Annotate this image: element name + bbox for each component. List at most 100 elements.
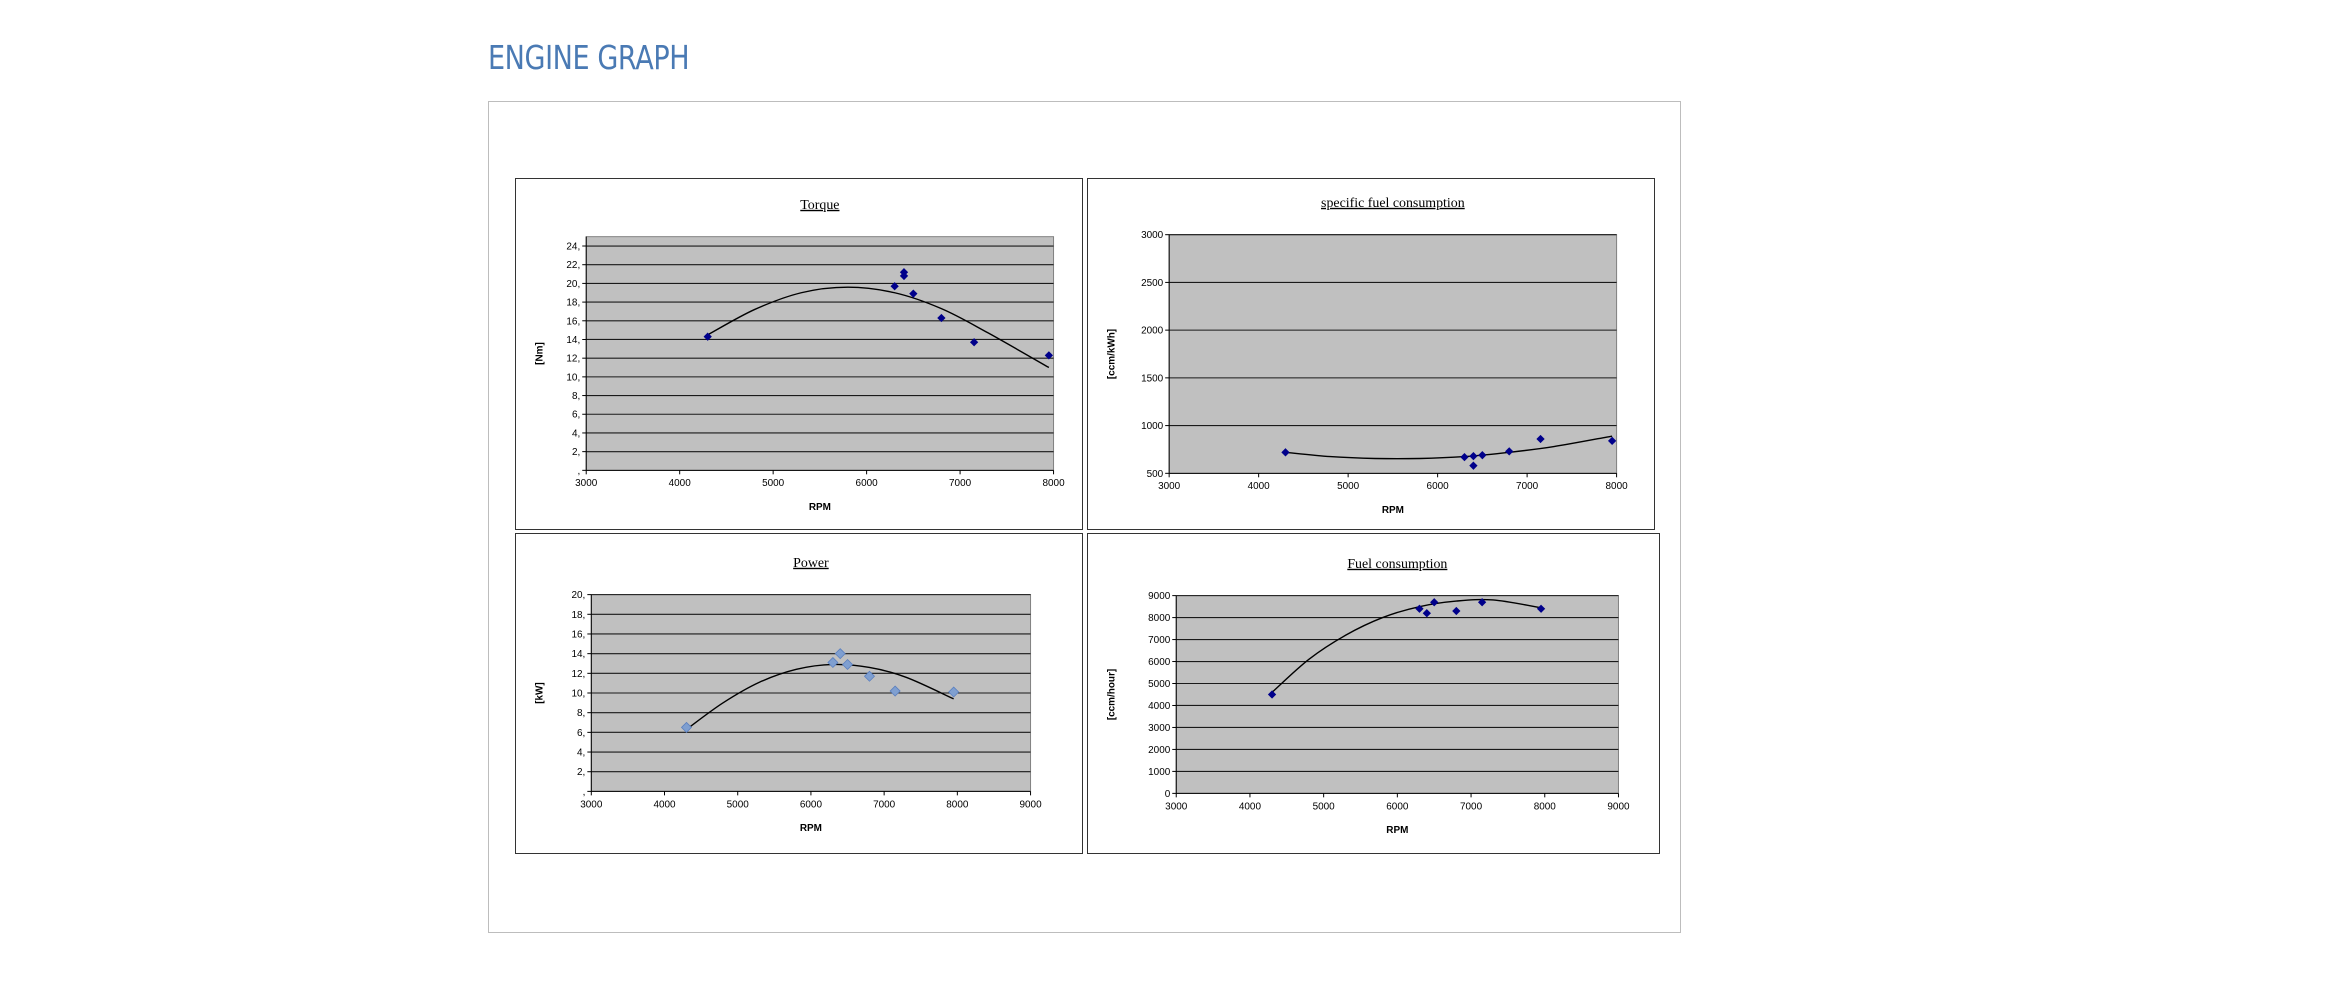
power-data-point <box>889 685 901 697</box>
torque-data-point <box>890 282 899 291</box>
power-chart-title: Power <box>793 556 829 571</box>
specific-fuel-consumption-y-tick-label: 3000 <box>1141 230 1164 241</box>
torque-y-tick-label: 6, <box>572 410 580 421</box>
torque-data-point <box>909 289 918 298</box>
power-y-tick-label: 2, <box>577 767 585 778</box>
fuel-consumption-y-tick-label: 8000 <box>1148 613 1171 624</box>
specific-fuel-consumption-data-point <box>1281 448 1290 457</box>
torque-y-tick-label: 18, <box>566 298 580 309</box>
torque-x-tick-label: 4000 <box>669 478 692 489</box>
specific-fuel-consumption-data-point <box>1607 436 1617 446</box>
torque-y-tick-label: 16, <box>566 316 580 327</box>
fuel-consumption-y-tick-label: 1000 <box>1148 767 1171 778</box>
power-x-tick-label: 4000 <box>653 799 676 810</box>
torque-x-tick-label: 8000 <box>1042 478 1065 489</box>
specific-fuel-consumption-trendline <box>1285 435 1613 460</box>
power-y-tick-label: 6, <box>577 728 585 739</box>
chart-panel-specific-fuel-consumption: 500 1000 1500 2000 2500 3000 3000 4000 5000 6000 7… <box>1087 178 1655 530</box>
power-y-tick-label: 18, <box>572 610 586 621</box>
specific-fuel-consumption-y-tick-label: 1000 <box>1141 421 1164 432</box>
fuel-consumption-y-tick-label: 3000 <box>1148 723 1171 734</box>
specific-fuel-consumption-plot-area <box>1168 234 1618 474</box>
torque-plot-area <box>585 236 1055 471</box>
chart-panel-fuel-consumption: 0 1000 2000 3000 4000 5000 6000 7000 8000 9000 300… <box>1087 533 1660 854</box>
fuel-consumption-x-tick-label: 5000 <box>1313 801 1336 812</box>
chart-panel-power: , 2, 4, 6, 8, 10, 12, 14, 16, 18, 20, 3000 4000 5000 6… <box>515 533 1083 854</box>
power-chart: , 2, 4, 6, 8, 10, 12, 14, 16, 18, 20, 3000 4000 5000 6… <box>535 556 1042 834</box>
fuel-consumption-x-tick-label: 8000 <box>1534 801 1557 812</box>
power-y-tick-label: 8, <box>577 708 585 719</box>
power-x-axis-label: RPM <box>800 823 822 834</box>
specific-fuel-consumption-x-axis-label: RPM <box>1382 505 1404 516</box>
fuel-consumption-data-point <box>1452 606 1461 616</box>
specific-fuel-consumption-chart-title: specific fuel consumption <box>1321 196 1465 211</box>
specific-fuel-consumption-data-point <box>1460 452 1469 462</box>
power-y-tick-label: 10, <box>572 688 586 699</box>
power-y-tick-label: 14, <box>572 649 586 660</box>
torque-trendline <box>707 286 1050 369</box>
specific-fuel-consumption-x-tick-label: 8000 <box>1606 481 1629 492</box>
specific-fuel-consumption-data-point <box>1536 434 1545 444</box>
fuel-consumption-data-point <box>1536 604 1546 613</box>
torque-y-tick-label: 22, <box>566 260 580 271</box>
torque-y-tick-label: 20, <box>566 279 580 290</box>
figure-frame: , 2, 4, 6, 8, 10, 12, 14, 16, 18, 20, 22, 24, 3000 400… <box>488 101 1681 933</box>
fuel-consumption-y-axis-label: [ccm/hour] <box>1107 669 1118 720</box>
fuel-consumption-x-tick-label: 4000 <box>1239 801 1262 812</box>
power-x-tick-label: 7000 <box>873 799 896 810</box>
fuel-consumption-x-tick-label: 6000 <box>1386 801 1409 812</box>
fuel-consumption-chart-title: Fuel consumption <box>1347 557 1447 572</box>
torque-data-point <box>937 313 946 323</box>
specific-fuel-consumption-chart: 500 1000 1500 2000 2500 3000 3000 4000 5000 6000 7… <box>1106 196 1629 516</box>
power-x-tick-label: 5000 <box>727 799 750 810</box>
torque-chart: , 2, 4, 6, 8, 10, 12, 14, 16, 18, 20, 22, 24, 3000 400… <box>534 198 1065 513</box>
torque-chart-title: Torque <box>800 198 839 213</box>
torque-x-tick-label: 7000 <box>949 478 972 489</box>
fuel-consumption-data-point <box>1477 598 1487 607</box>
fuel-consumption-x-axis-label: RPM <box>1386 825 1408 836</box>
power-y-tick-label: 12, <box>572 669 586 680</box>
specific-fuel-consumption-data-point <box>1469 461 1478 470</box>
specific-fuel-consumption-data-point <box>1505 447 1514 456</box>
specific-fuel-consumption-x-tick-label: 7000 <box>1516 481 1539 492</box>
power-data-point <box>834 648 846 660</box>
fuel-consumption-y-tick-label: 4000 <box>1148 701 1171 712</box>
specific-fuel-consumption-data-point <box>1469 451 1478 461</box>
fuel-consumption-x-tick-label: 9000 <box>1607 801 1630 812</box>
fuel-consumption-y-tick-label: 0 <box>1165 789 1171 800</box>
power-x-tick-label: 8000 <box>946 799 969 810</box>
torque-y-tick-label: 8, <box>572 391 580 402</box>
torque-data-point <box>969 338 979 347</box>
torque-x-tick-label: 5000 <box>762 478 785 489</box>
fuel-consumption-data-point <box>1422 609 1431 618</box>
torque-y-tick-label: 10, <box>566 372 580 383</box>
fuel-consumption-data-point <box>1430 598 1439 607</box>
specific-fuel-consumption-x-tick-label: 3000 <box>1158 481 1181 492</box>
torque-data-point <box>1044 351 1054 360</box>
fuel-consumption-x-tick-label: 7000 <box>1460 801 1483 812</box>
specific-fuel-consumption-x-tick-label: 4000 <box>1248 481 1271 492</box>
fuel-consumption-trendline <box>1271 598 1542 693</box>
torque-x-tick-label: 6000 <box>856 478 879 489</box>
fuel-consumption-y-tick-label: 5000 <box>1148 679 1171 690</box>
page-title: ENGINE GRAPH <box>488 38 690 77</box>
fuel-consumption-data-point <box>1415 604 1424 613</box>
torque-x-axis-label: RPM <box>809 502 831 513</box>
fuel-consumption-data-point <box>1267 690 1277 699</box>
chart-panel-torque: , 2, 4, 6, 8, 10, 12, 14, 16, 18, 20, 22, 24, 3000 400… <box>515 178 1083 530</box>
torque-y-tick-label: 2, <box>572 447 580 458</box>
power-x-tick-label: 6000 <box>800 799 823 810</box>
fuel-consumption-x-tick-label: 3000 <box>1165 801 1188 812</box>
power-x-tick-label: 9000 <box>1019 799 1042 810</box>
torque-y-tick-label: 12, <box>566 354 580 365</box>
torque-data-point <box>703 332 712 341</box>
specific-fuel-consumption-data-point <box>1478 451 1487 460</box>
power-y-tick-label: 16, <box>572 629 586 640</box>
fuel-consumption-plot-area <box>1175 595 1619 794</box>
power-data-point <box>863 670 876 682</box>
power-data-point <box>827 656 839 669</box>
specific-fuel-consumption-y-axis-label: [ccm/kWh] <box>1106 329 1117 379</box>
specific-fuel-consumption-x-tick-label: 6000 <box>1427 481 1450 492</box>
torque-y-tick-label: , <box>577 466 580 477</box>
specific-fuel-consumption-y-tick-label: 2500 <box>1141 278 1164 289</box>
